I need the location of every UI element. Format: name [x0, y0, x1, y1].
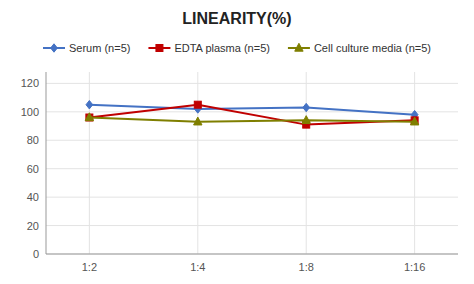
y-tick-label: 20: [27, 220, 39, 232]
marker: [410, 117, 418, 125]
series-line: [89, 105, 414, 125]
series: [86, 101, 418, 119]
legend-item: Serum (n=5): [43, 42, 130, 54]
y-tick-label: 40: [27, 191, 39, 203]
legend-label: EDTA plasma (n=5): [174, 42, 269, 54]
series: [86, 101, 418, 128]
y-tick-label: 120: [21, 77, 39, 89]
marker: [194, 101, 201, 108]
marker: [85, 113, 93, 121]
y-tick-label: 60: [27, 163, 39, 175]
plot-area: [85, 101, 419, 129]
series-line: [89, 118, 414, 122]
y-tick-label: 0: [33, 248, 39, 260]
axes: 0 20 40 60 80 100 120 1:2 1:4 1:8 1:16: [21, 72, 458, 273]
marker: [302, 116, 310, 124]
title: LINEARITY(%): [182, 10, 291, 27]
x-grid-line: [306, 72, 307, 254]
y-grid-line: [46, 225, 458, 226]
legend-label: Serum (n=5): [69, 42, 130, 54]
x-tick-label: 1:8: [299, 261, 314, 273]
y-grid-line: [46, 197, 458, 198]
x-tick-label: 1:4: [190, 261, 205, 273]
marker: [86, 101, 93, 109]
legend-swatch: [43, 44, 65, 52]
y-tick-label: 100: [21, 106, 39, 118]
x-tick-label: 1:16: [404, 261, 425, 273]
x-tick-label: 1:2: [82, 261, 97, 273]
legend-item: EDTA plasma (n=5): [148, 42, 269, 54]
x-grid-line: [197, 72, 198, 254]
legend: Serum (n=5) EDTA plasma (n=5) Cell culture…: [43, 42, 431, 54]
legend-swatch: [288, 43, 310, 51]
y-grid-line: [46, 140, 458, 141]
y-grid-line: [46, 168, 458, 169]
y-tick-label: 80: [27, 134, 39, 146]
legend-swatch-marker: [156, 45, 163, 52]
chart: LINEARITY(%) 0 20 40 60 80 100 120 1:2 1:4 1:8 1:16…: [0, 0, 474, 284]
series-line: [89, 105, 414, 115]
legend-swatch-marker: [295, 43, 303, 51]
legend-swatch: [148, 45, 170, 52]
marker: [194, 117, 202, 125]
x-grid-line: [414, 72, 415, 254]
chart-container: LINEARITY(%) 0 20 40 60 80 100 120 1:2 1:4 1:8 1:16…: [0, 0, 474, 284]
series: [85, 113, 419, 125]
legend-item: Cell culture media (n=5): [288, 42, 431, 54]
x-grid-line: [89, 72, 90, 254]
legend-swatch-marker: [51, 44, 58, 52]
y-grid-line: [46, 83, 458, 84]
grid: [46, 72, 458, 254]
y-grid-line: [46, 111, 458, 112]
y-axis-line: [46, 72, 47, 254]
y-grid-line: [46, 254, 458, 255]
marker: [303, 103, 310, 111]
legend-label: Cell culture media (n=5): [314, 42, 431, 54]
x-axis-line: [46, 254, 458, 255]
